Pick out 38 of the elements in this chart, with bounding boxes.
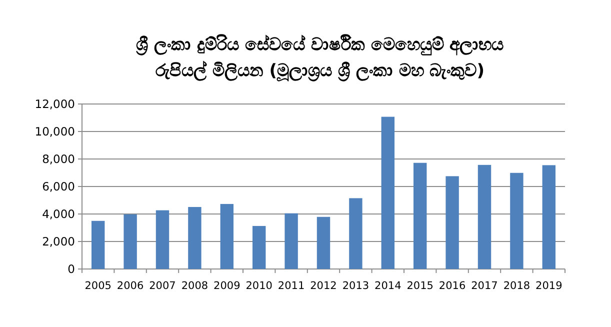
- x-tick-label: 2015: [406, 280, 434, 292]
- bar: [92, 220, 105, 269]
- x-tick-label: 2014: [374, 280, 402, 292]
- bar: [284, 213, 298, 269]
- bar: [156, 210, 170, 269]
- bar: [478, 164, 492, 269]
- x-tick-label: 2009: [214, 280, 240, 292]
- bar: [124, 214, 137, 269]
- y-tick-label: 4,000: [42, 207, 75, 221]
- y-tick-label: 10,000: [34, 124, 75, 138]
- x-tick-label: 2010: [246, 280, 272, 292]
- bar: [446, 176, 459, 269]
- x-tick-label: 2018: [503, 280, 530, 292]
- bar: [542, 165, 556, 269]
- x-tick-label: 2019: [536, 280, 562, 292]
- x-tick-label: 2011: [278, 280, 305, 292]
- y-tick-label: 6,000: [42, 180, 75, 194]
- bar: [316, 216, 330, 269]
- y-tick-label: 8,000: [42, 152, 75, 166]
- bar: [414, 162, 427, 269]
- y-tick-label: 0: [68, 262, 75, 276]
- x-tick-label: 2017: [471, 280, 498, 292]
- bar: [510, 172, 524, 269]
- x-tick-label: 2013: [342, 280, 370, 292]
- chart-title: ශ්‍රී ලංකා දුම්රිය සේවයේ වාර්ෂික මෙහෙයුම් අලාභය රුපියල් මිලියන (මූලාශ්‍රය ශ්‍රී ලංකා මහ බැංකුව): [136, 34, 504, 82]
- x-tick-label: 2007: [149, 280, 176, 292]
- y-tick-label: 2,000: [42, 234, 75, 248]
- bar: [349, 198, 362, 269]
- bar: [188, 206, 202, 269]
- y-tick-label: 12,000: [34, 97, 75, 111]
- x-tick-label: 2008: [181, 280, 208, 292]
- x-tick-label: 2005: [84, 280, 112, 292]
- x-tick-label: 2006: [116, 280, 144, 292]
- x-tick-label: 2016: [438, 280, 466, 292]
- bar: [381, 116, 394, 269]
- bar: [220, 204, 234, 269]
- bar: [252, 226, 266, 269]
- x-tick-label: 2012: [310, 280, 337, 292]
